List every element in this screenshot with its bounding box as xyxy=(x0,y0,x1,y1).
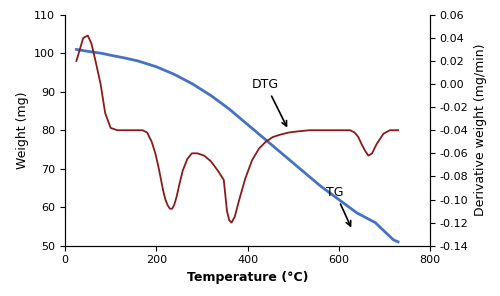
Text: DTG: DTG xyxy=(252,78,286,126)
X-axis label: Temperature (°C): Temperature (°C) xyxy=(187,271,308,284)
Y-axis label: Weight (mg): Weight (mg) xyxy=(16,91,28,169)
Y-axis label: Derivative weight (mg/min): Derivative weight (mg/min) xyxy=(474,44,487,216)
Text: TG: TG xyxy=(326,186,350,226)
